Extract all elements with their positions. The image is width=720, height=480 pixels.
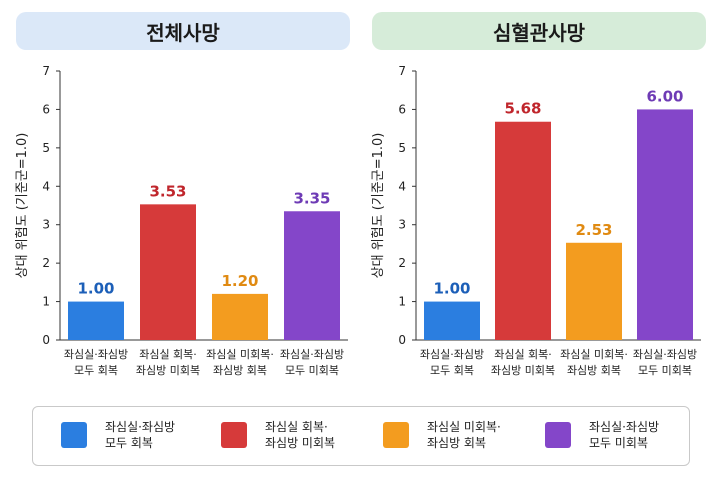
x-category-label-line: 모두 회복	[430, 364, 474, 377]
y-tick-label: 1	[398, 295, 406, 309]
legend-label: 좌심실·좌심방 모두 회복	[105, 420, 176, 450]
y-tick-label: 1	[42, 295, 50, 309]
chart-title-cardiovascular-mortality: 심혈관사망	[372, 12, 706, 50]
x-category-label-line: 좌심실 미회복·	[560, 348, 628, 361]
y-tick-label: 6	[398, 102, 406, 116]
bar-value-label: 1.00	[77, 280, 114, 298]
legend-item-lv-not-la-recovered: 좌심실 미회복· 좌심방 회복	[383, 419, 501, 451]
x-category-label: 좌심실 미회복· 좌심방 회복	[206, 348, 274, 377]
legend-item-both-recovered: 좌심실·좌심방 모두 회복	[61, 419, 175, 451]
y-tick-label: 0	[398, 333, 406, 347]
x-category-label-line: 좌심실 회복·	[494, 348, 552, 361]
x-category-label-line: 좌심실·좌심방	[64, 348, 128, 361]
bar	[212, 293, 268, 340]
y-tick-label: 6	[42, 102, 50, 116]
legend-label: 좌심실 미회복· 좌심방 회복	[427, 420, 501, 450]
y-tick-label: 5	[42, 141, 50, 155]
x-category-label-line: 좌심실·좌심방	[633, 348, 697, 361]
x-category-label-line: 좌심방 미회복	[491, 364, 555, 377]
x-category-label-line: 좌심실 미회복·	[206, 348, 274, 361]
legend-label: 좌심실·좌심방 모두 미회복	[589, 420, 660, 450]
bar-value-label: 3.35	[293, 189, 330, 207]
legend-label: 좌심실 회복· 좌심방 미회복	[265, 420, 336, 450]
x-category-label-line: 모두 미회복	[638, 364, 692, 377]
y-tick-label: 7	[42, 64, 50, 78]
x-category-label-line: 좌심실·좌심방	[280, 348, 344, 361]
bar-value-label: 1.00	[433, 280, 470, 298]
legend-item-both-not-recovered: 좌심실·좌심방 모두 미회복	[545, 419, 659, 451]
x-category-label-line: 좌심방 미회복	[136, 364, 200, 377]
bar-value-label: 2.53	[575, 221, 612, 239]
bar-value-label: 3.53	[149, 182, 186, 200]
y-tick-label: 7	[398, 64, 406, 78]
bar	[495, 121, 551, 341]
bar	[566, 242, 622, 340]
bar-value-label: 5.68	[504, 100, 541, 118]
y-tick-label: 4	[398, 179, 406, 193]
legend: 좌심실·좌심방 모두 회복 좌심실 회복· 좌심방 미회복 좌심실 미회복· 좌…	[32, 406, 690, 466]
x-category-label-line: 좌심실 회복·	[139, 348, 197, 361]
x-category-label: 좌심실 회복· 좌심방 미회복	[136, 348, 200, 377]
y-tick-label: 2	[398, 256, 406, 270]
y-tick-label: 5	[398, 141, 406, 155]
bar	[637, 109, 693, 340]
x-category-label-line: 좌심방 회복	[567, 364, 621, 377]
x-category-label-line: 좌심실·좌심방	[420, 348, 484, 361]
y-tick-label: 4	[42, 179, 50, 193]
bar	[68, 301, 124, 340]
bar	[284, 211, 340, 340]
bar-value-label: 1.20	[221, 272, 258, 290]
x-category-label: 좌심실 회복· 좌심방 미회복	[491, 348, 555, 377]
legend-swatch-red	[221, 422, 247, 448]
y-tick-label: 3	[42, 218, 50, 232]
y-tick-label: 0	[42, 333, 50, 347]
bar-value-label: 6.00	[646, 87, 683, 105]
y-tick-label: 3	[398, 218, 406, 232]
legend-item-lv-recovered-la-not: 좌심실 회복· 좌심방 미회복	[221, 419, 335, 451]
y-tick-label: 2	[42, 256, 50, 270]
bar	[424, 301, 480, 340]
y-axis-label: 상대 위험도 (기준군=1.0)	[15, 133, 30, 279]
bar	[140, 204, 196, 340]
chart-title-total-mortality: 전체사망	[16, 12, 350, 50]
legend-swatch-purple	[545, 422, 571, 448]
y-axis-label: 상대 위험도 (기준군=1.0)	[371, 133, 386, 279]
x-category-label-line: 좌심방 회복	[213, 364, 267, 377]
x-category-label-line: 모두 회복	[74, 364, 118, 377]
legend-swatch-blue	[61, 422, 87, 448]
x-category-label: 좌심실 미회복· 좌심방 회복	[560, 348, 628, 377]
x-category-label-line: 모두 미회복	[285, 364, 339, 377]
legend-swatch-orange	[383, 422, 409, 448]
